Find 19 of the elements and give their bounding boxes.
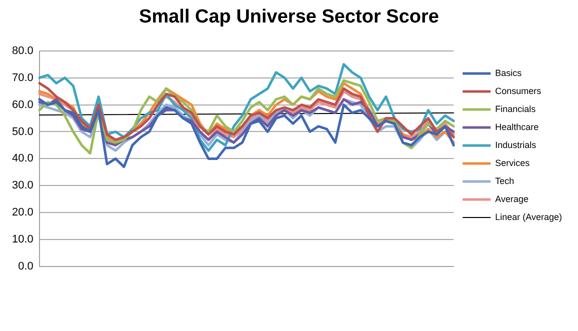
legend-label: Healthcare bbox=[495, 122, 539, 132]
legend-label: Services bbox=[495, 158, 530, 168]
legend-label: Industrials bbox=[495, 140, 537, 150]
legend-label: Basics bbox=[495, 68, 522, 78]
legend-label: Tech bbox=[495, 176, 514, 186]
legend-label: Financials bbox=[495, 104, 536, 114]
y-tick-label: 70.0 bbox=[12, 72, 34, 84]
y-tick-label: 60.0 bbox=[12, 98, 34, 111]
y-tick-label: 40.0 bbox=[12, 152, 34, 165]
y-tick-label: 30.0 bbox=[12, 180, 34, 192]
legend-label: Consumers bbox=[495, 86, 542, 96]
y-tick-label: 10.0 bbox=[12, 234, 34, 246]
y-tick-label: 0.0 bbox=[18, 260, 34, 273]
legend-label: Linear (Average) bbox=[495, 212, 562, 222]
y-tick-label: 80.0 bbox=[12, 44, 34, 57]
y-tick-label: 20.0 bbox=[12, 206, 34, 219]
chart-title: Small Cap Universe Sector Score bbox=[139, 6, 439, 28]
y-tick-label: 50.0 bbox=[12, 126, 34, 138]
legend-label: Average bbox=[495, 194, 528, 204]
